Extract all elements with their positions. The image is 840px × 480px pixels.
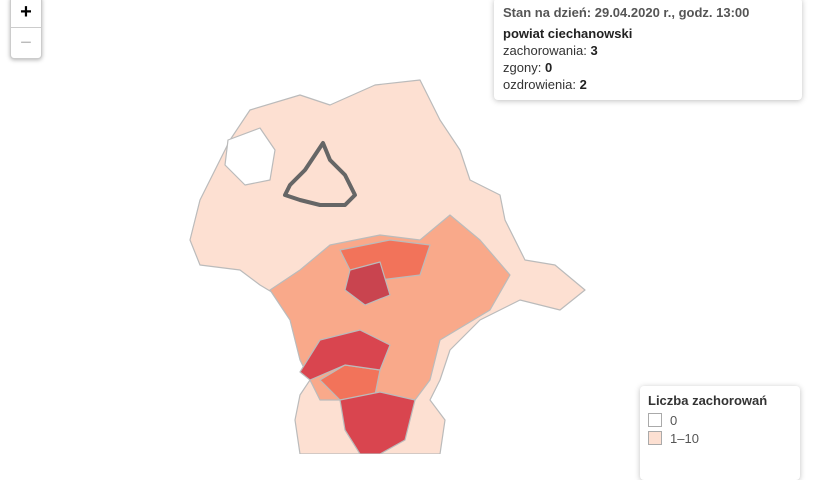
info-stat: zachorowania: 3 — [503, 42, 793, 59]
info-stats: zachorowania: 3 zgony: 0 ozdrowienia: 2 — [503, 42, 793, 93]
info-box: Stan na dzień: 29.04.2020 r., godz. 13:0… — [494, 0, 802, 100]
zoom-control: + − — [10, 0, 42, 59]
legend-swatch — [648, 431, 662, 445]
stat-label: zgony: — [503, 60, 542, 75]
county[interactable] — [299, 329, 391, 381]
legend-label: 1–10 — [670, 430, 699, 446]
info-date: Stan na dzień: 29.04.2020 r., godz. 13:0… — [503, 5, 750, 20]
info-stat: ozdrowienia: 2 — [503, 76, 793, 93]
legend-item: 1–10 — [648, 429, 792, 447]
info-stat: zgony: 0 — [503, 59, 793, 76]
stat-value: 3 — [590, 43, 598, 58]
stat-label: ozdrowienia: — [503, 77, 576, 92]
legend-items: 0 1–10 — [648, 411, 792, 447]
page: {"zoom": {"in": "+", "out": "−"}, "info"… — [10, 0, 802, 454]
legend-swatch — [648, 413, 662, 427]
selected-county[interactable] — [283, 141, 357, 207]
zoom-out[interactable]: − — [11, 27, 41, 58]
county[interactable] — [344, 261, 391, 306]
zoom-in[interactable]: + — [20, 1, 32, 23]
legend: Liczba zachorowań 0 1–10 — [640, 386, 800, 480]
stat-value: 0 — [544, 60, 553, 75]
legend-item: 0 — [648, 411, 792, 429]
map — [189, 79, 586, 454]
county[interactable] — [224, 127, 276, 186]
info-region: powiat ciechanowski — [503, 26, 633, 41]
legend-label: 0 — [670, 412, 678, 428]
county[interactable] — [339, 391, 416, 454]
stat-label: zachorowania: — [503, 43, 587, 58]
stat-value: 2 — [579, 77, 587, 92]
county[interactable] — [319, 364, 381, 401]
legend-title: Liczba zachorowań — [648, 393, 768, 408]
